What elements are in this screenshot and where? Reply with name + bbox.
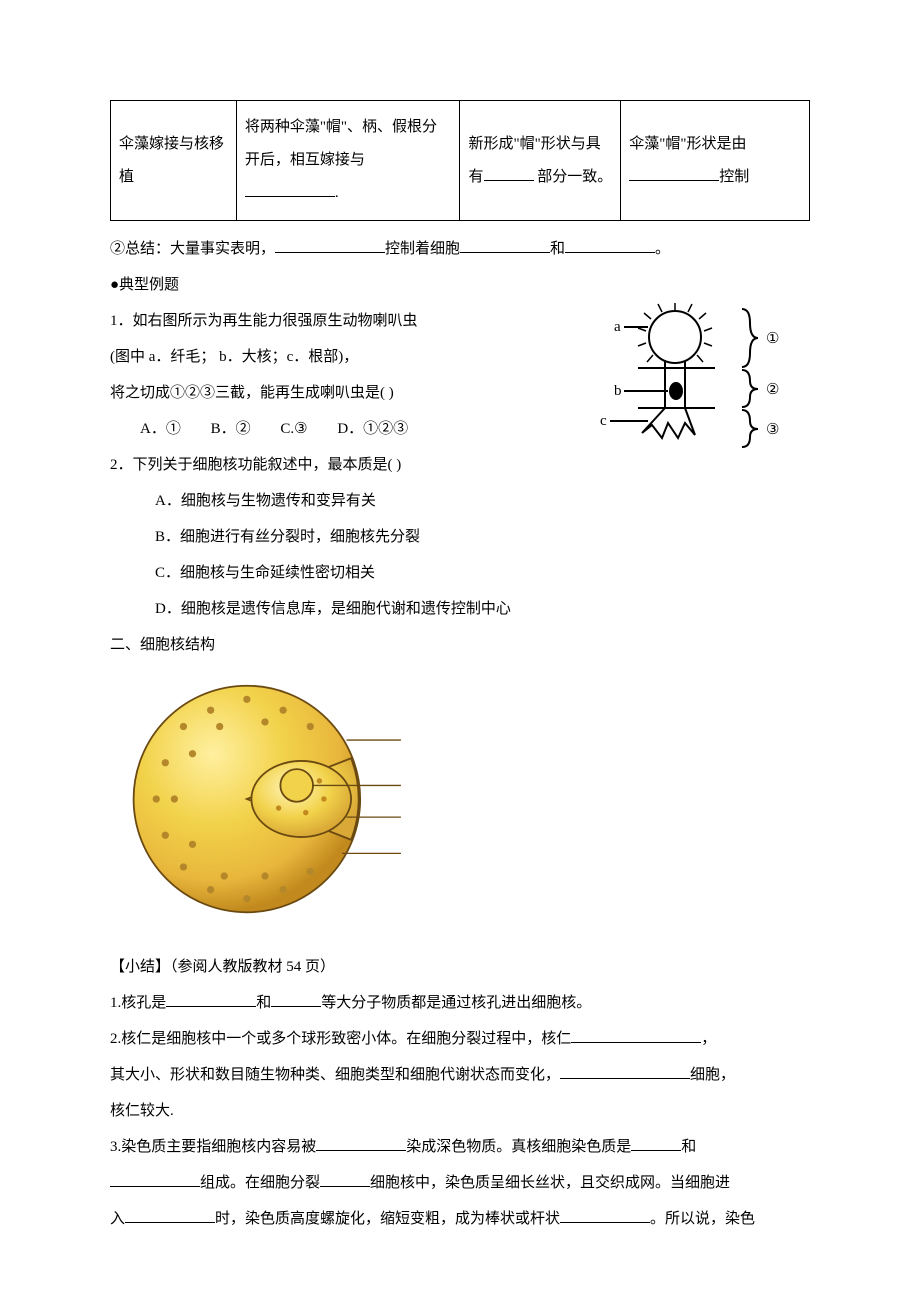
label-3: ③ bbox=[766, 422, 779, 438]
blank bbox=[245, 181, 335, 197]
text: 和 bbox=[550, 241, 565, 257]
choice-b: B．② bbox=[211, 421, 251, 437]
text: 1.核孔是 bbox=[110, 995, 166, 1011]
text: 细胞， bbox=[690, 1067, 735, 1083]
cell-2: 将两种伞藻"帽"、柄、假根分开后，相互嫁接与. bbox=[236, 101, 460, 221]
label-2: ② bbox=[766, 382, 779, 398]
label-1: ① bbox=[766, 331, 779, 347]
blank bbox=[166, 991, 256, 1007]
cell-3: 新形成"帽"形状与具有 部分一致。 bbox=[460, 101, 621, 221]
text: 等大分子物质都是通过核孔进出细胞核。 bbox=[321, 995, 591, 1011]
text: 和 bbox=[256, 995, 271, 1011]
q2-d: D．细胞核是遗传信息库，是细胞代谢和遗传控制中心 bbox=[110, 591, 810, 627]
trumpet-worm-diagram: a b c ① ② ③ bbox=[590, 303, 800, 453]
blank bbox=[629, 165, 719, 181]
summary-2b: 其大小、形状和数目随生物种类、细胞类型和细胞代谢状态而变化， 细胞， bbox=[110, 1057, 810, 1093]
blank bbox=[275, 237, 385, 253]
summary-3c: 入 时，染色质高度螺旋化，缩短变粗，成为棒状或杆状 。所以说，染色 bbox=[110, 1201, 810, 1237]
summary-2: ②总结：大量事实表明，控制着细胞和。 bbox=[110, 231, 810, 267]
blank bbox=[571, 1027, 701, 1043]
summary-3a: 3.染色质主要指细胞核内容易被 染成深色物质。真核细胞染色质是 和 bbox=[110, 1129, 810, 1165]
text: ， bbox=[701, 1031, 716, 1047]
cell-4: 伞藻"帽"形状是由控制 bbox=[621, 101, 810, 221]
blank bbox=[560, 1207, 650, 1223]
q2-b: B．细胞进行有丝分裂时，细胞核先分裂 bbox=[110, 519, 810, 555]
cell4-a: 伞藻"帽"形状是由 bbox=[629, 136, 746, 152]
blank bbox=[460, 237, 550, 253]
label-c: c bbox=[600, 413, 607, 429]
blank bbox=[110, 1171, 200, 1187]
section-examples-heading: ●典型例题 bbox=[110, 267, 810, 303]
cell3-b: 部分一致。 bbox=[537, 169, 612, 185]
summary-header: 【小结】（参阅人教版教材 54 页） bbox=[110, 949, 810, 985]
choice-d: D．①②③ bbox=[337, 421, 408, 437]
text: 和 bbox=[681, 1139, 696, 1155]
text: 控制着细胞 bbox=[385, 241, 460, 257]
blank bbox=[484, 165, 534, 181]
experiment-table: 伞藻嫁接与核移植 将两种伞藻"帽"、柄、假根分开后，相互嫁接与. 新形成"帽"形… bbox=[110, 100, 810, 221]
text: 入 bbox=[110, 1211, 125, 1227]
text: 细胞核中，染色质呈细长丝状，且交织成网。当细胞进 bbox=[370, 1175, 730, 1191]
text: 时，染色质高度螺旋化，缩短变粗，成为棒状或杆状 bbox=[215, 1211, 560, 1227]
text: 2.核仁是细胞核中一个或多个球形致密小体。在细胞分裂过程中，核仁 bbox=[110, 1031, 571, 1047]
blank bbox=[560, 1063, 690, 1079]
section-2-heading: 二、细胞核结构 bbox=[110, 627, 810, 663]
blank bbox=[565, 237, 655, 253]
cell-1: 伞藻嫁接与核移植 bbox=[111, 101, 237, 221]
label-b: b bbox=[614, 383, 622, 399]
blank bbox=[320, 1171, 370, 1187]
label-a: a bbox=[614, 319, 621, 335]
blank bbox=[125, 1207, 215, 1223]
summary-1: 1.核孔是 和 等大分子物质都是通过核孔进出细胞核。 bbox=[110, 985, 810, 1021]
blank bbox=[631, 1135, 681, 1151]
choice-a: A．① bbox=[140, 421, 181, 437]
text: 组成。在细胞分裂 bbox=[200, 1175, 320, 1191]
cell4-b: 控制 bbox=[719, 169, 749, 185]
summary-2c: 核仁较大. bbox=[110, 1093, 810, 1129]
text: 染成深色物质。真核细胞染色质是 bbox=[406, 1139, 631, 1155]
question-1: 1．如右图所示为再生能力很强原生动物喇叭虫 (图中 a．纤毛； b．大核；c．根… bbox=[110, 303, 810, 447]
blank bbox=[316, 1135, 406, 1151]
cell2-text: 将两种伞藻"帽"、柄、假根分开后，相互嫁接与 bbox=[245, 119, 437, 168]
blank bbox=[271, 991, 321, 1007]
summary-2a: 2.核仁是细胞核中一个或多个球形致密小体。在细胞分裂过程中，核仁 ， bbox=[110, 1021, 810, 1057]
q2-c: C．细胞核与生命延续性密切相关 bbox=[110, 555, 810, 591]
choice-c: C.③ bbox=[280, 421, 307, 437]
text: 。所以说，染色 bbox=[650, 1211, 755, 1227]
summary-3b: 组成。在细胞分裂 细胞核中，染色质呈细长丝状，且交织成网。当细胞进 bbox=[110, 1165, 810, 1201]
nucleus-diagram bbox=[120, 669, 810, 943]
table-row: 伞藻嫁接与核移植 将两种伞藻"帽"、柄、假根分开后，相互嫁接与. 新形成"帽"形… bbox=[111, 101, 810, 221]
text: ②总结：大量事实表明， bbox=[110, 241, 275, 257]
q2-a: A．细胞核与生物遗传和变异有关 bbox=[110, 483, 810, 519]
text: 3.染色质主要指细胞核内容易被 bbox=[110, 1139, 316, 1155]
text: 其大小、形状和数目随生物种类、细胞类型和细胞代谢状态而变化， bbox=[110, 1067, 560, 1083]
